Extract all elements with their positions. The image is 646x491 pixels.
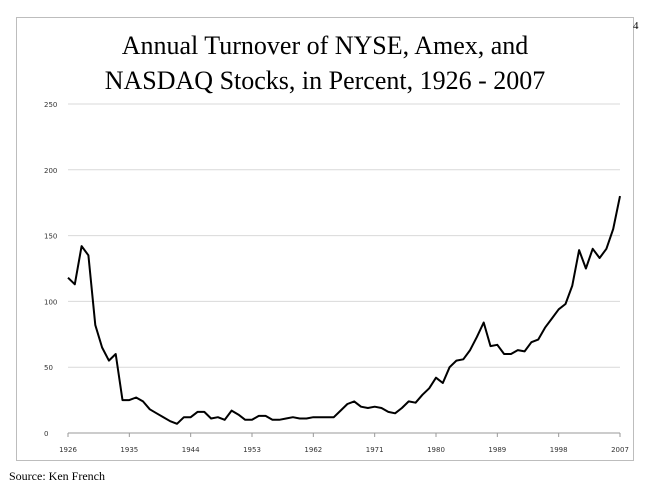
y-tick-label: 200 (44, 167, 57, 175)
y-tick-label: 250 (44, 101, 57, 109)
x-tick-label: 1935 (120, 446, 138, 454)
x-tick-label: 1944 (182, 446, 200, 454)
source-caption: Source: Ken French (9, 469, 105, 484)
x-tick-label: 1971 (366, 446, 384, 454)
x-tick-label: 1926 (59, 446, 77, 454)
y-tick-label: 0 (44, 430, 48, 438)
turnover-line (68, 196, 620, 424)
y-tick-label: 50 (44, 364, 53, 372)
y-tick-label: 100 (44, 298, 57, 306)
y-tick-label: 150 (44, 233, 57, 241)
x-tick-label: 1962 (304, 446, 322, 454)
x-tick-label: 1980 (427, 446, 445, 454)
x-tick-label: 1953 (243, 446, 261, 454)
x-tick-label: 1998 (550, 446, 568, 454)
x-tick-label: 2007 (611, 446, 629, 454)
x-tick-label: 1989 (488, 446, 506, 454)
